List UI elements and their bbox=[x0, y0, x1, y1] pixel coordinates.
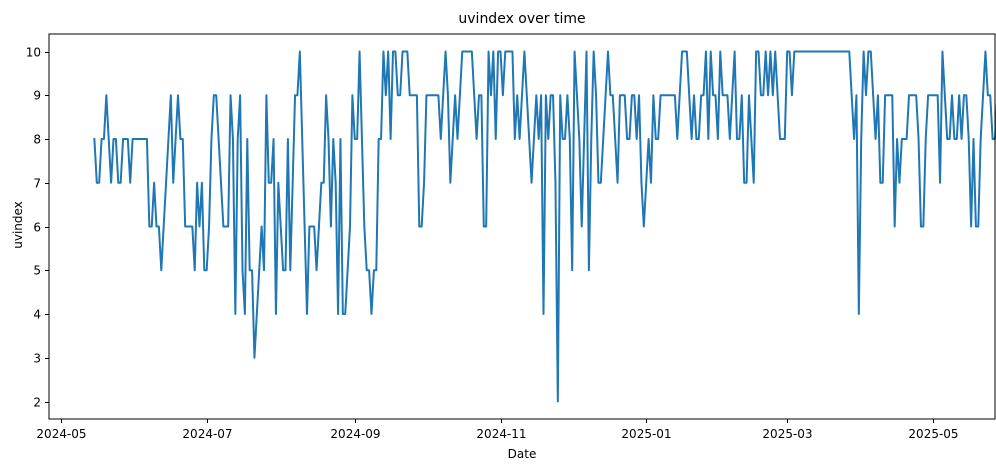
x-tick-label: 2025-01 bbox=[621, 427, 671, 441]
chart-title: uvindex over time bbox=[458, 11, 585, 27]
x-tick-label: 2024-09 bbox=[330, 427, 380, 441]
y-tick-label: 3 bbox=[33, 352, 41, 366]
y-tick-label: 8 bbox=[33, 133, 41, 147]
y-tick-label: 2 bbox=[33, 396, 41, 410]
x-axis-label: Date bbox=[508, 447, 537, 461]
x-tick-label: 2024-07 bbox=[182, 427, 232, 441]
y-tick-label: 10 bbox=[26, 46, 41, 60]
y-axis-ticks: 2 3 4 5 6 7 8 9 10 bbox=[26, 46, 49, 410]
y-tick-label: 6 bbox=[33, 221, 41, 235]
plot-area-frame bbox=[48, 33, 996, 420]
x-tick-label: 2024-11 bbox=[476, 427, 526, 441]
y-tick-label: 7 bbox=[33, 177, 41, 191]
x-tick-label: 2025-05 bbox=[908, 427, 958, 441]
y-tick-label: 9 bbox=[33, 89, 41, 103]
y-axis-label: uvindex bbox=[11, 201, 25, 249]
uvindex-series-line bbox=[93, 50, 996, 403]
y-tick-label: 4 bbox=[33, 308, 41, 322]
x-axis-ticks: 2024-05 2024-07 2024-09 2024-11 2025-01 2025-… bbox=[36, 419, 959, 441]
x-tick-label: 2024-05 bbox=[36, 427, 86, 441]
x-tick-label: 2025-03 bbox=[762, 427, 812, 441]
y-tick-label: 5 bbox=[33, 264, 41, 278]
